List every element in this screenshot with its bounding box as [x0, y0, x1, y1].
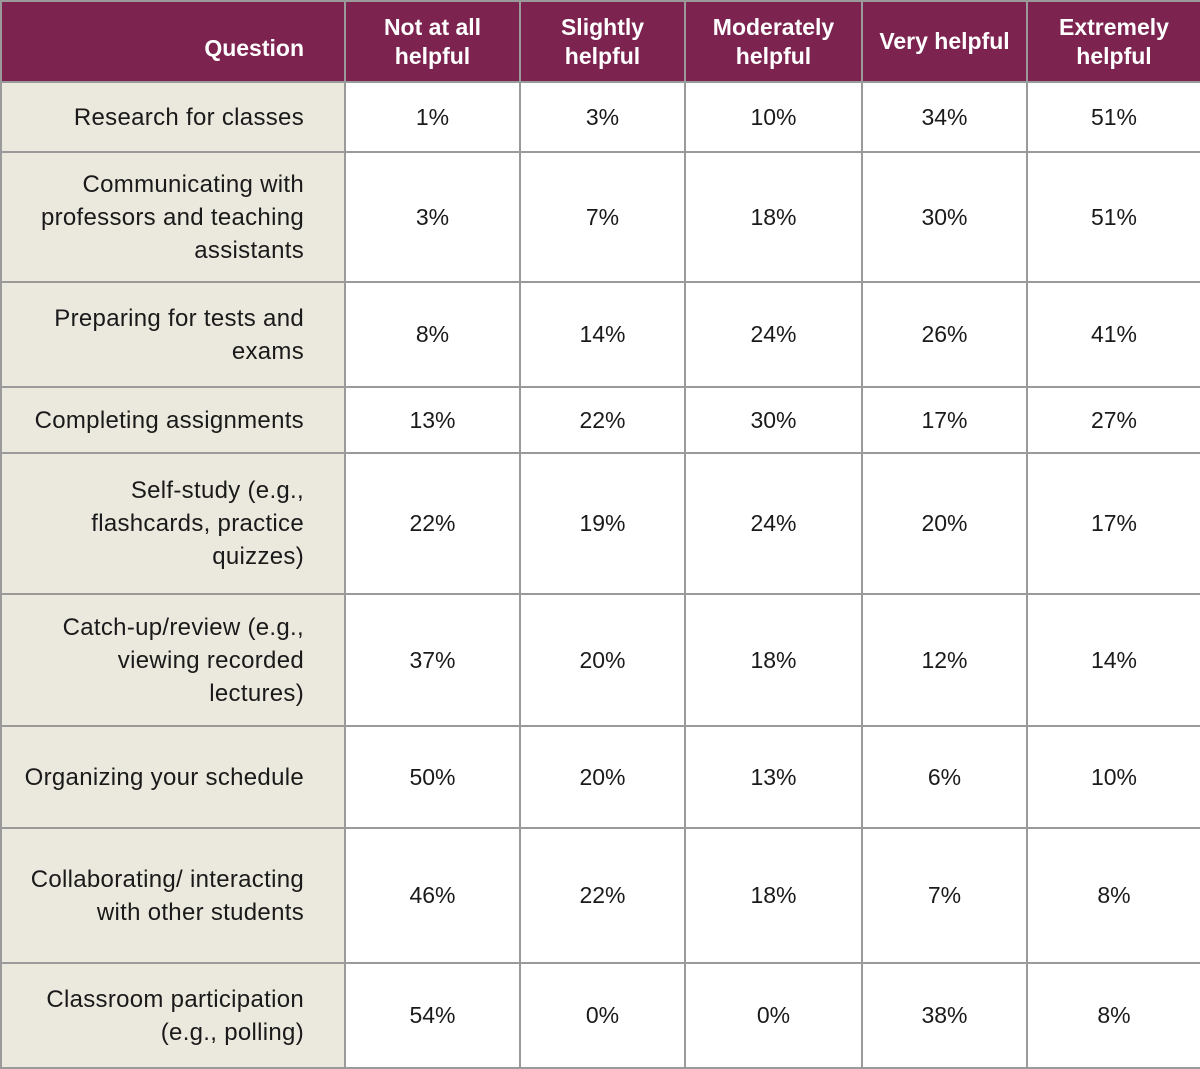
table-row: Catch-up/review (e.g., viewing recorded … — [0, 593, 1200, 727]
cell-extremely-helpful: 27% — [1026, 386, 1200, 454]
cell-slightly-helpful: 3% — [519, 81, 686, 153]
cell-not-at-all-helpful: 54% — [344, 962, 521, 1069]
cell-slightly-helpful: 20% — [519, 593, 686, 727]
cell-not-at-all-helpful: 46% — [344, 827, 521, 964]
table-row: Research for classes 1% 3% 10% 34% 51% — [0, 81, 1200, 153]
cell-moderately-helpful: 10% — [684, 81, 863, 153]
cell-very-helpful: 34% — [861, 81, 1028, 153]
cell-not-at-all-helpful: 37% — [344, 593, 521, 727]
cell-very-helpful: 17% — [861, 386, 1028, 454]
cell-moderately-helpful: 18% — [684, 827, 863, 964]
column-header-not-at-all-helpful: Not at all helpful — [344, 0, 521, 83]
cell-extremely-helpful: 10% — [1026, 725, 1200, 829]
cell-extremely-helpful: 8% — [1026, 962, 1200, 1069]
cell-slightly-helpful: 22% — [519, 827, 686, 964]
cell-not-at-all-helpful: 8% — [344, 281, 521, 388]
table-row: Self-study (e.g., flashcards, practice q… — [0, 452, 1200, 595]
cell-moderately-helpful: 24% — [684, 452, 863, 595]
cell-not-at-all-helpful: 3% — [344, 151, 521, 283]
cell-very-helpful: 6% — [861, 725, 1028, 829]
row-question-label: Organizing your schedule — [0, 725, 346, 829]
cell-not-at-all-helpful: 50% — [344, 725, 521, 829]
cell-very-helpful: 7% — [861, 827, 1028, 964]
cell-slightly-helpful: 22% — [519, 386, 686, 454]
column-header-slightly-helpful: Slightly helpful — [519, 0, 686, 83]
table-row: Collaborating/ interacting with other st… — [0, 827, 1200, 964]
cell-slightly-helpful: 20% — [519, 725, 686, 829]
cell-extremely-helpful: 41% — [1026, 281, 1200, 388]
cell-slightly-helpful: 14% — [519, 281, 686, 388]
row-question-label: Self-study (e.g., flashcards, practice q… — [0, 452, 346, 595]
cell-extremely-helpful: 14% — [1026, 593, 1200, 727]
cell-slightly-helpful: 7% — [519, 151, 686, 283]
cell-moderately-helpful: 18% — [684, 151, 863, 283]
cell-moderately-helpful: 30% — [684, 386, 863, 454]
cell-slightly-helpful: 0% — [519, 962, 686, 1069]
cell-moderately-helpful: 18% — [684, 593, 863, 727]
row-question-label: Research for classes — [0, 81, 346, 153]
table-row: Completing assignments 13% 22% 30% 17% 2… — [0, 386, 1200, 454]
cell-not-at-all-helpful: 1% — [344, 81, 521, 153]
row-question-label: Preparing for tests and exams — [0, 281, 346, 388]
column-header-question: Question — [0, 0, 346, 83]
cell-not-at-all-helpful: 13% — [344, 386, 521, 454]
table-row: Classroom participation (e.g., polling) … — [0, 962, 1200, 1069]
column-header-extremely-helpful: Extremely helpful — [1026, 0, 1200, 83]
row-question-label: Catch-up/review (e.g., viewing recorded … — [0, 593, 346, 727]
cell-very-helpful: 38% — [861, 962, 1028, 1069]
cell-very-helpful: 12% — [861, 593, 1028, 727]
column-header-moderately-helpful: Moderately helpful — [684, 0, 863, 83]
cell-slightly-helpful: 19% — [519, 452, 686, 595]
cell-moderately-helpful: 24% — [684, 281, 863, 388]
column-header-very-helpful: Very helpful — [861, 0, 1028, 83]
cell-moderately-helpful: 0% — [684, 962, 863, 1069]
table-row: Preparing for tests and exams 8% 14% 24%… — [0, 281, 1200, 388]
cell-extremely-helpful: 51% — [1026, 81, 1200, 153]
cell-very-helpful: 30% — [861, 151, 1028, 283]
cell-extremely-helpful: 8% — [1026, 827, 1200, 964]
cell-not-at-all-helpful: 22% — [344, 452, 521, 595]
row-question-label: Collaborating/ interacting with other st… — [0, 827, 346, 964]
cell-very-helpful: 26% — [861, 281, 1028, 388]
cell-moderately-helpful: 13% — [684, 725, 863, 829]
cell-extremely-helpful: 51% — [1026, 151, 1200, 283]
cell-very-helpful: 20% — [861, 452, 1028, 595]
table-row: Organizing your schedule 50% 20% 13% 6% … — [0, 725, 1200, 829]
row-question-label: Classroom participation (e.g., polling) — [0, 962, 346, 1069]
table-row: Communicating with professors and teachi… — [0, 151, 1200, 283]
row-question-label: Completing assignments — [0, 386, 346, 454]
row-question-label: Communicating with professors and teachi… — [0, 151, 346, 283]
cell-extremely-helpful: 17% — [1026, 452, 1200, 595]
